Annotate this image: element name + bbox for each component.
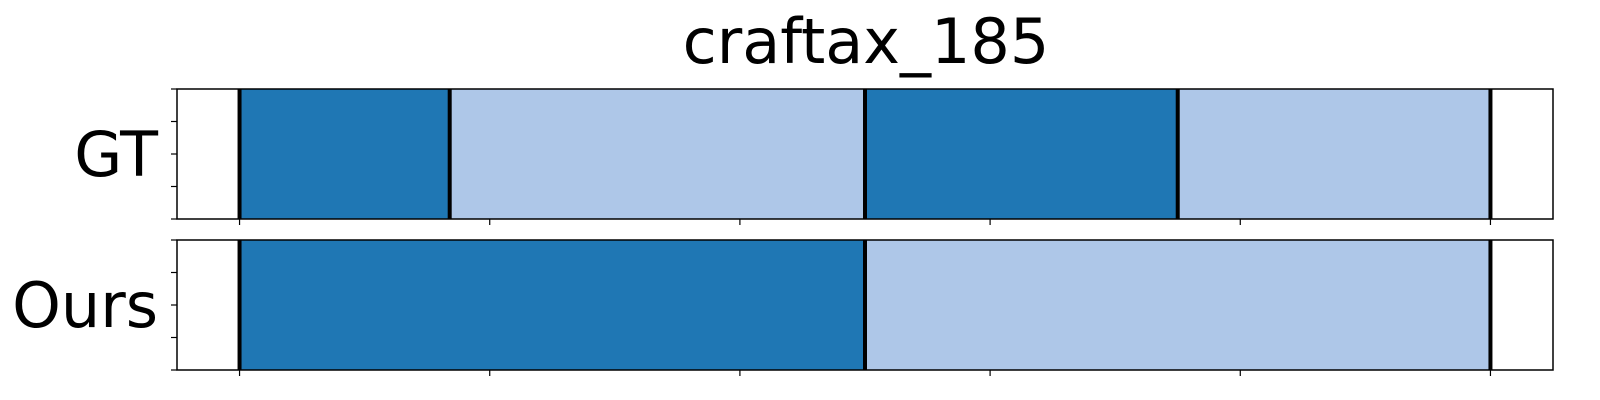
row-label-gt: GT	[74, 118, 159, 191]
timeline-rows: GT Ours	[12, 88, 1554, 376]
segment-bar-gt-3	[865, 89, 1178, 219]
timeline-row-ours: Ours	[12, 239, 1554, 376]
segment-bar-gt-1	[239, 89, 450, 219]
segment-bar-gt-4	[1177, 89, 1491, 219]
timeline-row-gt: GT	[74, 88, 1554, 225]
row-label-ours: Ours	[12, 269, 158, 342]
segment-bar-ours-2	[865, 240, 1491, 370]
segment-bar-gt-2	[449, 89, 865, 219]
segment-bar-ours-1	[239, 240, 865, 370]
chart-title: craftax_185	[683, 5, 1050, 78]
